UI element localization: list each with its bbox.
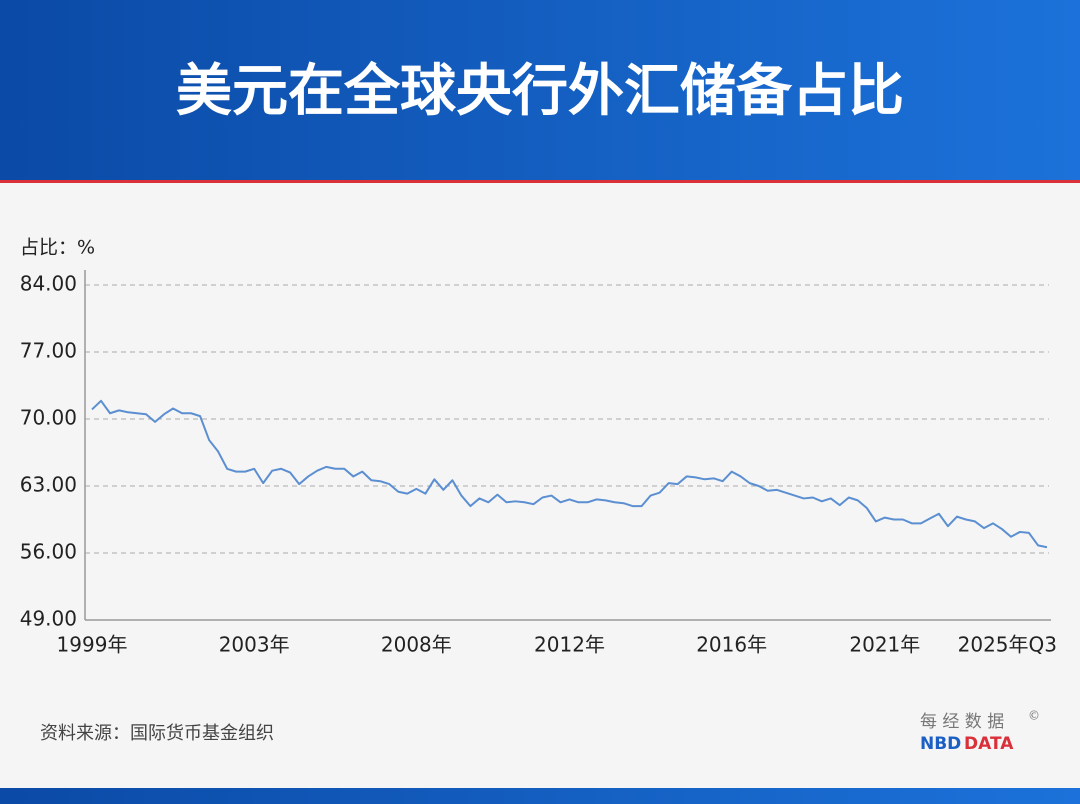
source: 资料来源：国际货币基金组织 <box>40 723 274 744</box>
y-tick-label: 70.00 <box>20 406 77 430</box>
x-tick-label: 2012年 <box>534 633 605 657</box>
x-tick-label: 2016年 <box>696 633 767 657</box>
brand-mark: © <box>1028 709 1040 723</box>
y-tick-label: 77.00 <box>20 339 77 363</box>
x-tick-label: 2021年 <box>849 633 920 657</box>
x-tick-label: 2025年Q3 <box>958 633 1057 657</box>
data-line <box>91 399 1048 549</box>
x-tick-label: 1999年 <box>57 633 128 657</box>
y-tick-label: 56.00 <box>20 540 77 564</box>
brand-en: DATA <box>964 734 1014 754</box>
brand-en: NBD <box>920 734 961 754</box>
y-tick-label: 49.00 <box>20 607 77 631</box>
y-tick-label: 63.00 <box>20 473 77 497</box>
chart-title: 美元在全球央行外汇储备占比 <box>176 59 904 124</box>
y-tick-label: 84.00 <box>20 272 77 296</box>
plot: 49.00 56.00 63.00 70.00 77.00 84.00 1999年 2003年… <box>20 270 1057 657</box>
x-tick-label: 2008年 <box>381 633 452 657</box>
x-tick-label: 2003年 <box>219 633 290 657</box>
header-rule <box>0 180 1080 183</box>
header <box>0 0 1080 180</box>
footer-bar <box>0 788 1080 804</box>
brand-cn: 每 经 数 据 <box>920 712 1004 732</box>
y-axis-label: 占比：% <box>20 237 95 259</box>
